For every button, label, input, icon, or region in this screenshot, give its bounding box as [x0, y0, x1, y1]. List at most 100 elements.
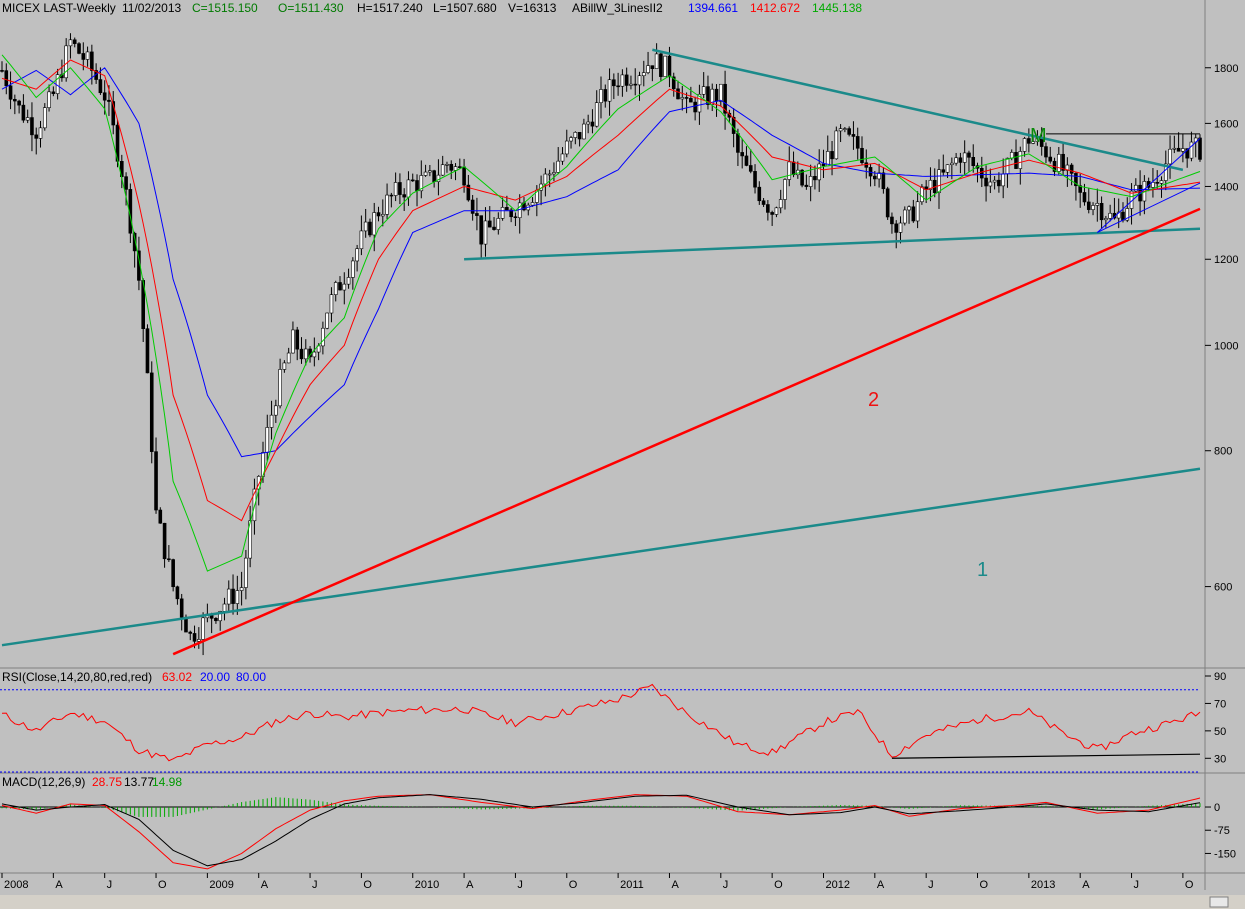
candle-body [885, 188, 890, 218]
candle-body [1061, 153, 1065, 171]
x-tick-label: J [1134, 879, 1140, 891]
candle-body [1155, 182, 1160, 184]
candle-body [102, 92, 107, 101]
candle-body [616, 85, 620, 88]
candle-body [646, 65, 650, 73]
candle-body [81, 53, 86, 60]
rsi-header-value: 63.02 [162, 670, 192, 684]
candle-body [47, 91, 51, 108]
candle-body [321, 327, 325, 347]
x-tick-label: 2011 [620, 879, 644, 891]
candle-body [804, 184, 809, 187]
horizontal-scrollbar[interactable] [0, 895, 1245, 909]
candle-body [342, 283, 347, 291]
candle-body [855, 136, 860, 149]
candle-body [1065, 164, 1070, 171]
candle-body [124, 176, 128, 190]
x-tick-label: O [1185, 879, 1194, 891]
macd-tick-label: -150 [1214, 848, 1236, 860]
candle-body [543, 173, 548, 185]
candle-body [706, 86, 710, 105]
candle-body [766, 204, 770, 213]
candle-body [791, 161, 796, 176]
trendline-teal-0 [652, 48, 1184, 172]
candle-body [958, 157, 963, 163]
x-tick-label: O [980, 879, 989, 891]
candle-body [877, 172, 881, 180]
candle-body [530, 202, 535, 206]
candle-body [838, 128, 843, 132]
candle-body [710, 88, 715, 105]
candle-body [295, 329, 300, 350]
candle-body [389, 194, 394, 197]
candle-body [479, 215, 484, 245]
candle-body [51, 91, 56, 94]
candle-body [77, 43, 81, 54]
candle-body [475, 213, 479, 216]
candle-body [359, 230, 364, 250]
candle-body [154, 451, 158, 511]
candle-body [1069, 164, 1074, 174]
candle-body [372, 212, 377, 236]
header-close: C=1515.150 [192, 1, 258, 15]
candle-body [1057, 153, 1061, 172]
candle-body [757, 186, 762, 202]
candle-body [641, 72, 646, 77]
candle-body [1198, 137, 1202, 160]
candle-body [111, 101, 116, 126]
price-tick-label: 800 [1214, 446, 1232, 458]
candle-body [761, 200, 766, 205]
candle-body [979, 168, 984, 179]
scrollbar-thumb[interactable] [1209, 896, 1229, 908]
candle-body [650, 65, 655, 69]
candle-body [192, 633, 197, 642]
candle-body [564, 140, 569, 155]
rsi-tick-label: 70 [1214, 698, 1226, 710]
moving-average-blue [1, 67, 1201, 458]
candle-body [265, 427, 270, 453]
candle-body [505, 207, 509, 211]
x-tick-label: A [55, 879, 63, 891]
candle-body [582, 123, 586, 140]
x-tick-label: A [261, 879, 269, 891]
candle-body [171, 559, 175, 588]
candle-body [594, 102, 599, 127]
candle-body [385, 194, 389, 215]
candle-body [428, 170, 432, 173]
candle-body [329, 294, 334, 314]
candle-body [920, 186, 924, 203]
header-ma2: 1412.672 [750, 1, 800, 15]
candle-body [971, 157, 976, 166]
candle-body [72, 39, 77, 44]
candle-body [1189, 141, 1194, 159]
candle-body [663, 55, 667, 77]
candle-body [1181, 148, 1185, 152]
candle-body [419, 175, 424, 192]
macd-line-black [1, 794, 1201, 867]
candle-body [487, 220, 492, 228]
candle-body [748, 165, 753, 172]
rsi-header-high: 80.00 [236, 670, 266, 684]
candle-body [1009, 152, 1014, 159]
candle-body [1104, 218, 1108, 221]
candle-body [1163, 163, 1168, 181]
trendline-red-3 [172, 207, 1201, 656]
candle-body [701, 86, 706, 95]
price-tick-label: 600 [1214, 582, 1232, 594]
candle-body [179, 598, 184, 618]
candle-body [907, 206, 911, 211]
candle-body [911, 206, 916, 222]
header-indicator: ABillW_3LinesII2 [572, 1, 663, 15]
trendline-label-1: 1 [977, 559, 988, 581]
macd-line-red [1, 794, 1201, 870]
candle-body [599, 89, 603, 104]
candle-body [693, 101, 697, 113]
candle-body [945, 164, 950, 173]
candle-body [603, 89, 608, 102]
candle-body [1134, 184, 1138, 192]
candle-body [34, 134, 39, 139]
candle-body [684, 97, 689, 99]
candle-body [470, 199, 475, 214]
candle-body [612, 79, 616, 87]
candle-body [410, 179, 415, 182]
